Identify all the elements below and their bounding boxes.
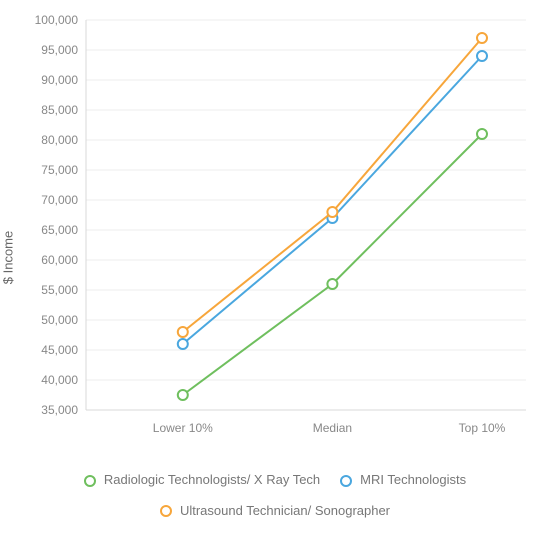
series-marker xyxy=(178,327,188,337)
y-tick-label: 75,000 xyxy=(41,163,78,177)
series-marker xyxy=(477,51,487,61)
legend-item: Ultrasound Technician/ Sonographer xyxy=(160,497,390,526)
legend-row: Radiologic Technologists/ X Ray Tech MRI … xyxy=(0,466,550,497)
legend-label: Ultrasound Technician/ Sonographer xyxy=(180,497,390,526)
y-tick-label: 100,000 xyxy=(35,13,79,27)
y-tick-label: 95,000 xyxy=(41,43,78,57)
y-tick-label: 45,000 xyxy=(41,343,78,357)
legend-label: MRI Technologists xyxy=(360,466,466,495)
series-marker xyxy=(178,390,188,400)
y-tick-label: 50,000 xyxy=(41,313,78,327)
y-tick-label: 40,000 xyxy=(41,373,78,387)
legend: Radiologic Technologists/ X Ray Tech MRI … xyxy=(0,466,550,528)
y-tick-label: 55,000 xyxy=(41,283,78,297)
x-tick-label: Lower 10% xyxy=(153,421,213,435)
y-tick-label: 35,000 xyxy=(41,403,78,417)
series-marker xyxy=(477,129,487,139)
y-tick-label: 90,000 xyxy=(41,73,78,87)
y-axis-label: $ Income xyxy=(1,231,16,284)
x-tick-label: Median xyxy=(313,421,352,435)
series-marker xyxy=(477,33,487,43)
series-marker xyxy=(327,279,337,289)
legend-swatch xyxy=(160,505,172,517)
y-tick-label: 80,000 xyxy=(41,133,78,147)
legend-swatch xyxy=(84,475,96,487)
y-tick-label: 65,000 xyxy=(41,223,78,237)
legend-label: Radiologic Technologists/ X Ray Tech xyxy=(104,466,320,495)
series-marker xyxy=(178,339,188,349)
series-line xyxy=(183,134,482,395)
y-tick-label: 70,000 xyxy=(41,193,78,207)
y-tick-label: 85,000 xyxy=(41,103,78,117)
legend-item: MRI Technologists xyxy=(340,466,466,495)
x-tick-label: Top 10% xyxy=(459,421,506,435)
y-tick-label: 60,000 xyxy=(41,253,78,267)
legend-item: Radiologic Technologists/ X Ray Tech xyxy=(84,466,320,495)
chart-svg: 35,000 40,000 45,000 50,000 55,000 60,000 65,0… xyxy=(0,0,550,470)
legend-swatch xyxy=(340,475,352,487)
legend-row: Ultrasound Technician/ Sonographer xyxy=(0,497,550,528)
series-marker xyxy=(327,207,337,217)
income-line-chart: $ Income 35,000 40,000 45,000 50,000 55,000 6… xyxy=(0,0,550,536)
